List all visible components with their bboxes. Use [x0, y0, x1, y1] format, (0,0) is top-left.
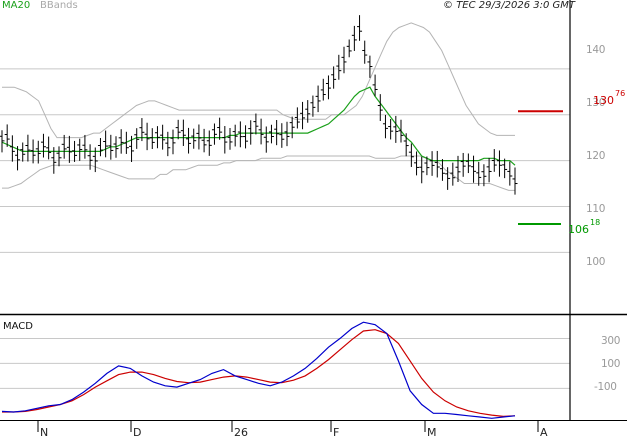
macd-tick-label: 300: [601, 335, 621, 347]
support-value-main: 106: [568, 223, 589, 236]
price-tick-label: 110: [586, 203, 606, 215]
resistance-value-frac: 76: [615, 89, 626, 98]
resistance-value-main: 130: [593, 94, 614, 107]
price-tick-label: 140: [586, 44, 606, 56]
support-value-frac: 18: [590, 218, 601, 227]
x-tick-label: F: [333, 426, 340, 439]
x-tick-label: A: [540, 426, 548, 439]
x-tick-label: M: [427, 426, 437, 439]
macd-tick-label: 100: [601, 358, 621, 370]
price-tick-label: 130: [586, 97, 606, 109]
resistance-level-label: 13076: [593, 89, 625, 108]
macd-signal-line: [2, 329, 516, 418]
price-tick-label: 100: [586, 256, 606, 268]
bbands-upper-line: [2, 22, 515, 139]
x-tick-label: N: [40, 426, 49, 439]
macd-line: [1, 321, 516, 419]
x-tick-label: 26: [234, 426, 248, 439]
ma20-legend: MA20: [2, 0, 31, 11]
macd-panel-title: MACD: [3, 321, 33, 332]
macd-tick-label: -100: [594, 381, 617, 393]
bbands-legend: BBands: [40, 0, 78, 11]
price-tick-label: 120: [586, 150, 606, 162]
x-tick-label: D: [133, 426, 142, 439]
copyright-timestamp: © TEC 29/3/2026 3:0 GMT: [443, 0, 575, 11]
ma20-line: [1, 86, 516, 166]
support-level-label: 10618: [568, 218, 600, 237]
